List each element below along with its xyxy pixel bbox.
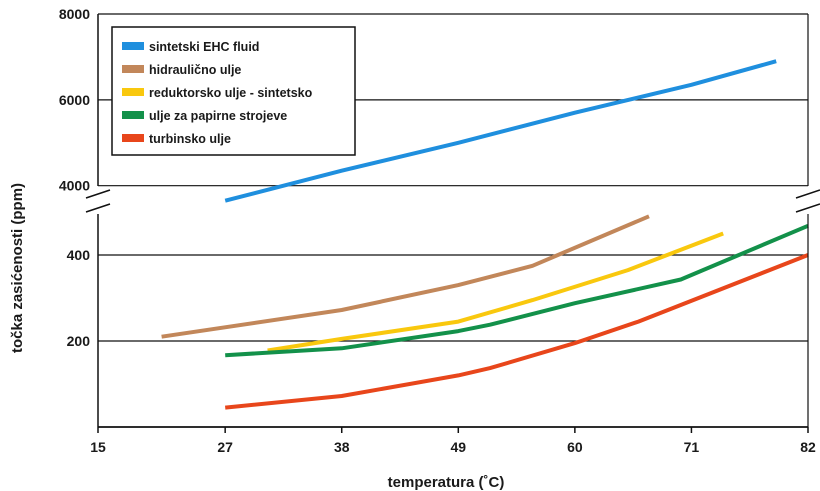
legend-swatch (122, 42, 144, 50)
y-tick-label: 8000 (59, 6, 90, 22)
series-line-2 (267, 231, 724, 353)
x-tick-label: 82 (800, 439, 816, 455)
legend-swatch (122, 88, 144, 96)
x-tick-label: 15 (90, 439, 106, 455)
legend: sintetski EHC fluid hidraulično ulje reduk… (111, 26, 356, 156)
legend-label: reduktorsko ulje - sintetsko (149, 86, 313, 100)
legend-swatch (122, 111, 144, 119)
axis-break-mark (795, 203, 820, 213)
legend-label: sintetski EHC fluid (149, 40, 259, 54)
y-tick-label: 200 (67, 333, 91, 349)
legend-swatch (122, 65, 144, 73)
axis-break-mark (795, 189, 820, 199)
series-lines (161, 59, 809, 410)
legend-swatch (122, 134, 144, 142)
y-tick-label: 4000 (59, 178, 90, 194)
x-axis-label: temperatura (˚C) (388, 474, 505, 491)
y-tick-label: 400 (67, 247, 91, 263)
axis-break-mark (85, 189, 111, 199)
series-line-3 (225, 223, 809, 358)
series-line-4 (225, 253, 809, 410)
y-tick-label: 6000 (59, 92, 90, 108)
axes: 200 400 4000 6000 8000 15 27 38 49 60 71 82 (59, 6, 820, 455)
series-line-1 (161, 214, 650, 339)
legend-label: ulje za papirne strojeve (149, 109, 287, 123)
x-tick-label: 71 (684, 439, 700, 455)
x-tick-label: 27 (217, 439, 233, 455)
x-tick-label: 49 (451, 439, 467, 455)
axis-break-mark (85, 203, 111, 213)
legend-label: hidraulično ulje (149, 63, 241, 77)
y-axis-label: točka zasićenosti (ppm) (9, 183, 26, 353)
legend-box (111, 26, 356, 156)
x-tick-label: 60 (567, 439, 583, 455)
legend-label: turbinsko ulje (149, 132, 231, 146)
series-line-0 (224, 59, 777, 203)
x-tick-label: 38 (334, 439, 350, 455)
